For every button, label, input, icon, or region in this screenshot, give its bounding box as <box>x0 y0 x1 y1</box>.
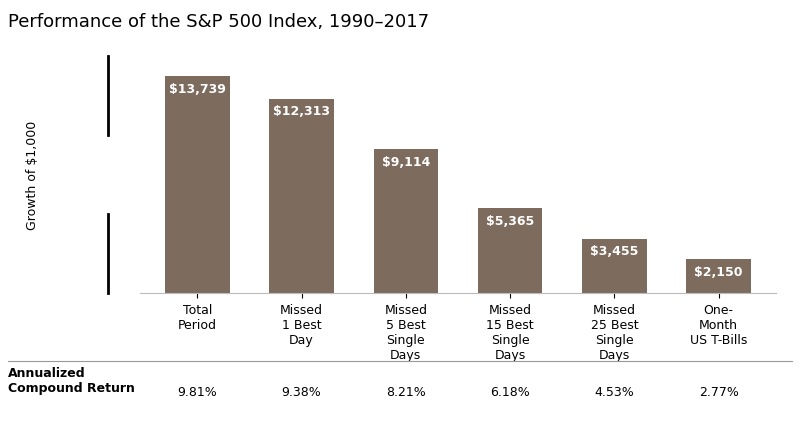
Text: 9.38%: 9.38% <box>282 385 322 399</box>
Text: $3,455: $3,455 <box>590 244 638 258</box>
Bar <box>582 239 646 293</box>
Bar <box>374 150 438 293</box>
Bar <box>478 209 542 293</box>
Text: Annualized
Compound Return: Annualized Compound Return <box>8 366 135 394</box>
Bar <box>165 77 230 293</box>
Text: 2.77%: 2.77% <box>698 385 738 399</box>
Bar <box>686 260 751 293</box>
Text: $12,313: $12,313 <box>273 105 330 118</box>
Text: Performance of the S&P 500 Index, 1990–2017: Performance of the S&P 500 Index, 1990–2… <box>8 13 429 31</box>
Text: 9.81%: 9.81% <box>178 385 218 399</box>
Text: $2,150: $2,150 <box>694 265 743 278</box>
Text: 6.18%: 6.18% <box>490 385 530 399</box>
Text: $9,114: $9,114 <box>382 155 430 168</box>
Bar <box>270 99 334 293</box>
Text: $13,739: $13,739 <box>169 82 226 95</box>
Text: $5,365: $5,365 <box>486 214 534 227</box>
Text: Growth of $1,000: Growth of $1,000 <box>26 121 38 230</box>
Text: 8.21%: 8.21% <box>386 385 426 399</box>
Text: 4.53%: 4.53% <box>594 385 634 399</box>
